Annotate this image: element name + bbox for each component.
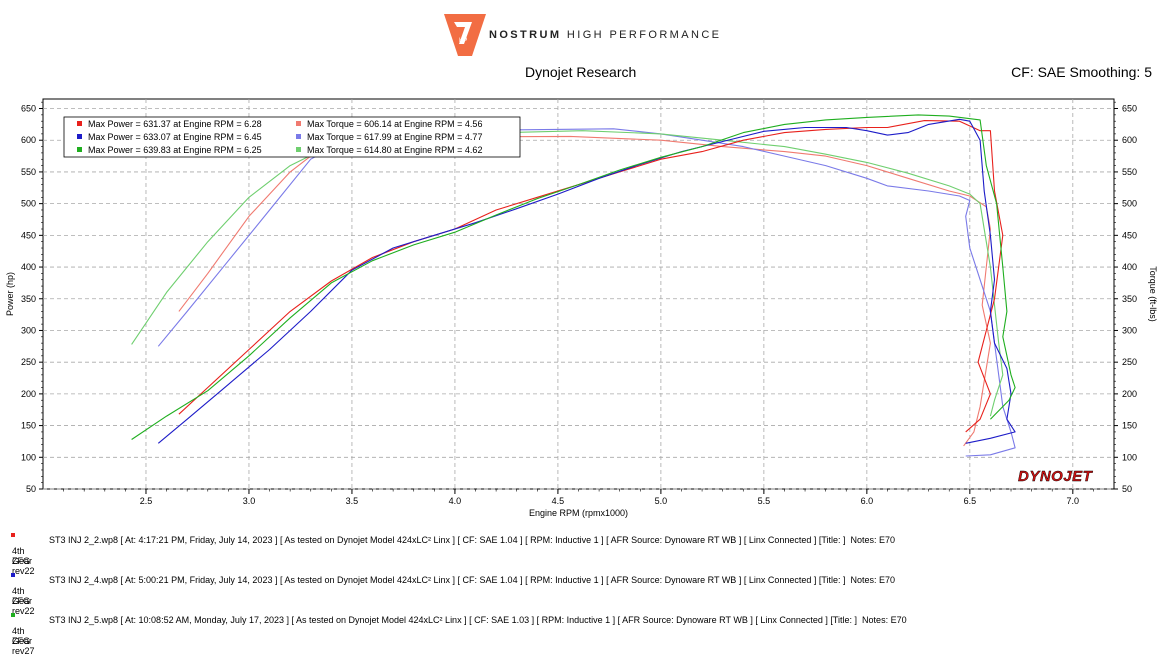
series-line [131, 114, 1016, 440]
nostrum-logo: HP NOSTRUM HIGH PERFORMANCE [442, 12, 742, 58]
x-tick-label: 6.0 [861, 496, 874, 506]
x-tick-label: 5.5 [758, 496, 771, 506]
legend-swatch-power [77, 121, 82, 126]
legend-power-label: Max Power = 639.83 at Engine RPM = 6.25 [88, 145, 262, 155]
nostrum-logo-mark: HP [442, 12, 486, 56]
y-tick-label: 400 [21, 262, 36, 272]
run-color-swatch [11, 573, 15, 577]
y-tick-label: 200 [21, 389, 36, 399]
series-line [157, 118, 1016, 444]
legend-power-label: Max Power = 631.37 at Engine RPM = 6.28 [88, 119, 262, 129]
y2-axis-label: Torque (ft-lbs) [1148, 266, 1158, 322]
run-info: ST3 INJ 2_4.wp8 [ At: 5:00:21 PM, Friday… [49, 575, 896, 585]
y-tick-label: 100 [21, 452, 36, 462]
legend-swatch-torque [296, 134, 301, 139]
run-info: ST3 INJ 2_5.wp8 [ At: 10:08:52 AM, Monda… [49, 615, 907, 625]
y2-tick-label: 600 [1122, 135, 1137, 145]
dyno-chart: 50 50 100 100 150 150 200 200 250 250 300 300 350 350… [5, 98, 1158, 518]
run-color-swatch [11, 613, 15, 617]
y2-tick-label: 300 [1122, 325, 1137, 335]
run-version: ZFG rev22 [12, 556, 35, 576]
y2-tick-label: 50 [1122, 484, 1132, 494]
x-tick-label: 3.0 [243, 496, 256, 506]
x-axis-label: Engine RPM (rpmx1000) [529, 508, 628, 518]
x-tick-label: 3.5 [346, 496, 359, 506]
legend-box [63, 116, 521, 158]
y2-tick-label: 400 [1122, 262, 1137, 272]
y-axis-label: Power (hp) [5, 272, 15, 316]
run-gear: 4th Gear [12, 586, 33, 606]
legend-torque-label: Max Torque = 617.99 at Engine RPM = 4.77 [307, 132, 482, 142]
svg-text:HP: HP [459, 38, 467, 44]
y2-tick-label: 350 [1122, 294, 1137, 304]
legend-swatch-torque [296, 147, 301, 152]
y-tick-label: 500 [21, 199, 36, 209]
y2-tick-label: 200 [1122, 389, 1137, 399]
logo-wordmark: NOSTRUM HIGH PERFORMANCE [489, 29, 721, 41]
logo-word-rest: HIGH PERFORMANCE [566, 29, 722, 41]
run-color-swatch [11, 533, 15, 537]
y-tick-label: 50 [26, 484, 36, 494]
plot-area [42, 98, 1115, 490]
x-tick-label: 4.0 [449, 496, 462, 506]
series-line [131, 130, 1004, 417]
x-tick-label: 2.5 [140, 496, 153, 506]
correction-factor: CF: SAE Smoothing: 5 [1011, 64, 1152, 80]
dynojet-logo: DYNOJET [1018, 468, 1094, 485]
y-tick-label: 550 [21, 167, 36, 177]
y-tick-label: 250 [21, 357, 36, 367]
legend-torque-label: Max Torque = 606.14 at Engine RPM = 4.56 [307, 119, 482, 129]
y-tick-label: 150 [21, 421, 36, 431]
run-version: ZFG rev22 [12, 596, 35, 616]
y-tick-label: 450 [21, 230, 36, 240]
x-tick-label: 7.0 [1067, 496, 1080, 506]
y-tick-label: 350 [21, 294, 36, 304]
report-title: Dynojet Research [525, 64, 637, 80]
legend-power-label: Max Power = 633.07 at Engine RPM = 6.45 [88, 132, 262, 142]
y-tick-label: 300 [21, 325, 36, 335]
y2-tick-label: 450 [1122, 230, 1137, 240]
run-info: ST3 INJ 2_2.wp8 [ At: 4:17:21 PM, Friday… [49, 535, 896, 545]
run-gear: 4th Gear [12, 626, 33, 646]
legend-torque-label: Max Torque = 614.80 at Engine RPM = 4.62 [307, 145, 482, 155]
x-tick-label: 5.0 [655, 496, 668, 506]
run-gear: 4th Gear [12, 546, 33, 566]
x-tick-label: 6.5 [964, 496, 977, 506]
y2-tick-label: 100 [1122, 452, 1137, 462]
x-tick-label: 4.5 [552, 496, 565, 506]
y2-tick-label: 150 [1122, 421, 1137, 431]
y2-tick-label: 650 [1122, 104, 1137, 114]
run-version: ZFG rev27 [12, 636, 35, 656]
y-tick-label: 600 [21, 135, 36, 145]
y2-tick-label: 500 [1122, 199, 1137, 209]
legend-swatch-power [77, 134, 82, 139]
y2-tick-label: 550 [1122, 167, 1137, 177]
legend-swatch-power [77, 147, 82, 152]
y2-tick-label: 250 [1122, 357, 1137, 367]
legend-swatch-torque [296, 121, 301, 126]
y-tick-label: 650 [21, 104, 36, 114]
logo-word-bold: NOSTRUM [489, 29, 562, 41]
series-line [178, 120, 1004, 433]
